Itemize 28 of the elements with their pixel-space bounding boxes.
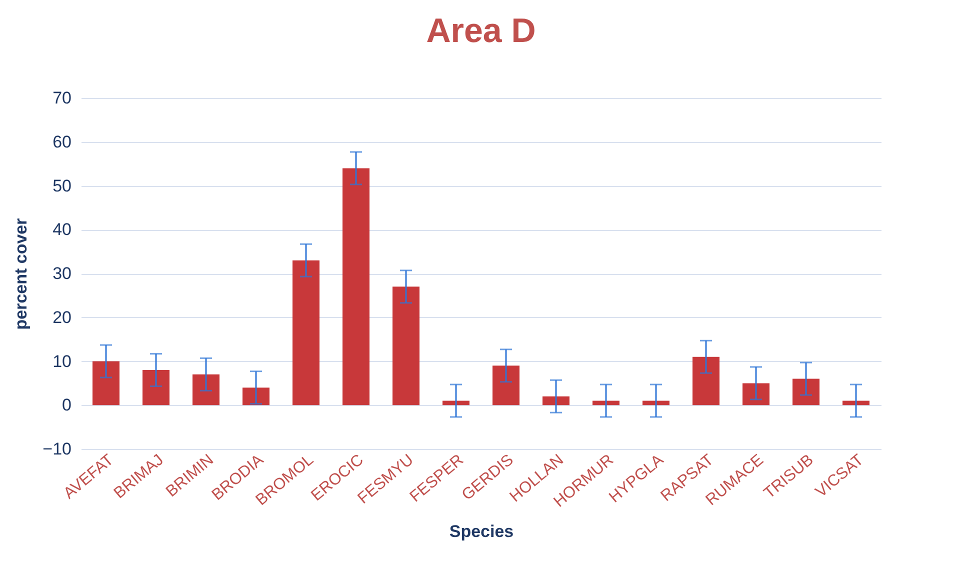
y-tick-label: 50 [52, 176, 72, 196]
y-tick-label: 60 [52, 132, 72, 152]
y-tick-label: 20 [52, 308, 72, 327]
bar [242, 388, 270, 406]
chart-title: Area D [426, 12, 536, 50]
bar [92, 361, 120, 406]
bar [292, 260, 320, 406]
bar [692, 356, 720, 406]
y-tick-label: 70 [52, 88, 72, 108]
bar [442, 400, 470, 406]
bar [392, 286, 420, 406]
bar [642, 400, 670, 406]
y-tick-label: 40 [52, 220, 72, 240]
y-tick-label: −10 [42, 440, 72, 458]
bar [842, 400, 870, 406]
y-tick-label: 30 [52, 264, 72, 283]
bar [192, 374, 220, 406]
bar [742, 383, 770, 406]
y-axis-title: percent cover [12, 218, 31, 330]
bar [542, 396, 570, 406]
bar [792, 378, 820, 406]
bar [592, 400, 620, 406]
bar [342, 168, 370, 406]
y-tick-label: 10 [52, 352, 72, 371]
y-tick-label: 0 [62, 396, 72, 415]
x-axis-title: Species [449, 522, 514, 542]
bar [142, 370, 170, 406]
bar [492, 366, 520, 406]
